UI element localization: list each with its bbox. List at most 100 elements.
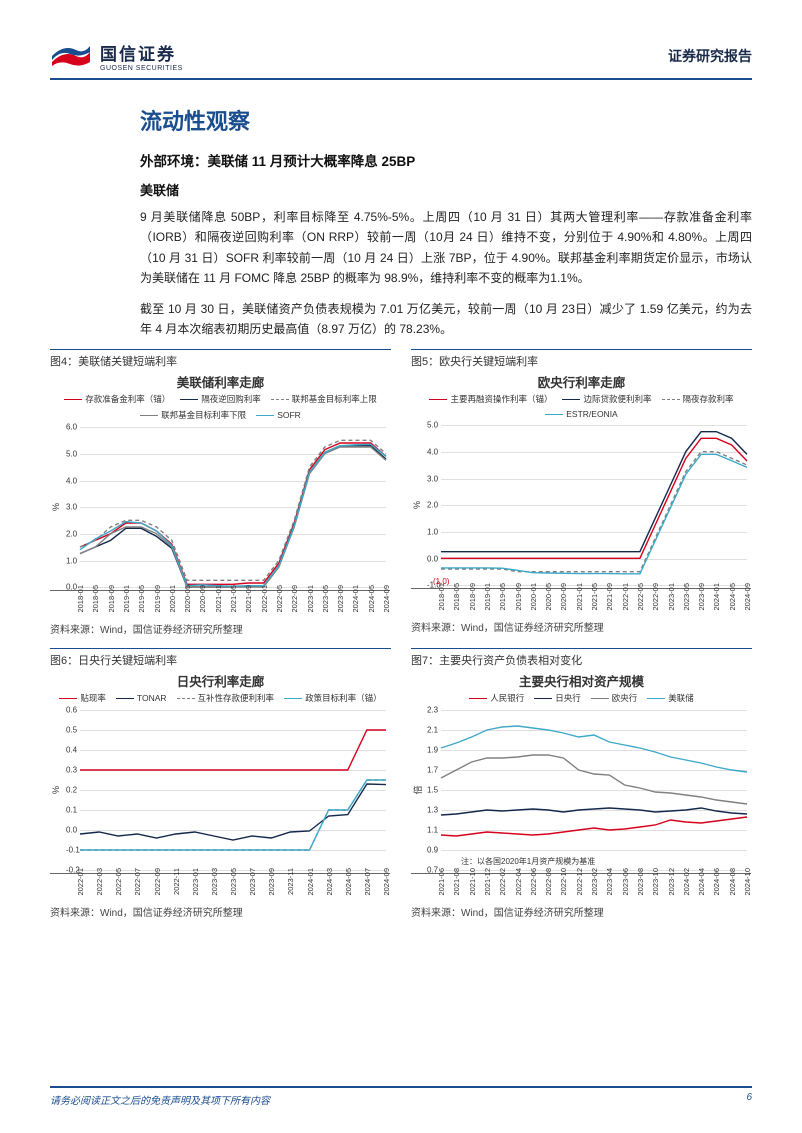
- x-tick: 2020-09: [559, 583, 568, 611]
- legend-item: ESTR/EONIA: [545, 409, 617, 419]
- x-tick: 2022-10: [559, 868, 568, 896]
- x-tick: 2022-09: [290, 585, 299, 613]
- x-tick: 2022-05: [636, 583, 645, 611]
- chart-plot: 倍0.70.91.11.31.51.71.92.12.32021-062021-…: [411, 706, 751, 874]
- x-tick: 2020-05: [544, 583, 553, 611]
- legend-item: 人民银行: [469, 692, 524, 704]
- legend-item: 隔夜逆回购利率: [180, 393, 261, 405]
- x-tick: 2023-09: [697, 583, 706, 611]
- x-tick: 2022-09: [651, 583, 660, 611]
- logo-name-cn: 国信证券: [100, 40, 183, 65]
- chart-6: 图6：日央行关键短端利率日央行利率走廊贴现率TONAR互补性存款便利利率政策目标…: [50, 648, 391, 925]
- x-tick: 2024-05: [344, 868, 353, 896]
- x-tick: 2023-05: [682, 583, 691, 611]
- x-tick: 2023-07: [248, 868, 257, 896]
- chart-legend: 主要再融资操作利率（锚）边际贷款便利利率隔夜存款利率ESTR/EONIA: [411, 393, 752, 419]
- main-title: 流动性观察: [140, 104, 752, 136]
- x-tick: 2024-09: [382, 585, 391, 613]
- chart-caption: 图6：日央行关键短端利率: [50, 648, 391, 668]
- x-tick: 2024-05: [728, 583, 737, 611]
- x-tick: 2022-11: [172, 868, 181, 895]
- x-tick: 2024-08: [728, 868, 737, 896]
- x-tick: 2022-01: [621, 583, 630, 611]
- x-tick: 2023-09: [336, 585, 345, 613]
- x-tick: 2022-02: [498, 868, 507, 896]
- x-tick: 2024-09: [382, 868, 391, 896]
- chart-source: 资料来源：Wind，国信证券经济研究所整理: [411, 904, 752, 919]
- x-tick: 2023-11: [286, 868, 295, 895]
- legend-item: TONAR: [116, 692, 167, 704]
- chart-caption: 图4：美联储关键短端利率: [50, 349, 391, 369]
- x-tick: 2019-01: [122, 585, 131, 613]
- x-tick: 2024-05: [367, 585, 376, 613]
- x-tick: 2023-09: [267, 868, 276, 896]
- legend-item: 隔夜存款利率: [662, 393, 734, 405]
- chart-plot: %0.01.02.03.04.05.06.02018-012018-052018…: [50, 423, 390, 591]
- footer-page-number: 6: [746, 1092, 752, 1107]
- x-tick: 2021-08: [452, 868, 461, 896]
- x-tick: 2022-01: [260, 585, 269, 613]
- report-type: 证券研究报告: [668, 46, 752, 66]
- chart-title: 主要央行相对资产规模: [411, 671, 752, 690]
- x-tick: 2022-03: [95, 868, 104, 896]
- x-tick: 2024-10: [743, 868, 752, 896]
- x-tick: 2021-09: [244, 585, 253, 613]
- x-tick: 2018-01: [437, 583, 446, 611]
- chart-legend: 贴现率TONAR互补性存款便利利率政策目标利率（锚）: [50, 692, 391, 704]
- footer-disclaimer: 请务必阅读正文之后的免责声明及其项下所有内容: [50, 1092, 270, 1107]
- x-tick: 2023-01: [306, 585, 315, 613]
- x-tick: 2021-06: [437, 868, 446, 896]
- section-title: 外部环境：美联储 11 月预计大概率降息 25BP: [140, 150, 752, 170]
- x-tick: 2021-01: [575, 583, 584, 611]
- x-tick: 2019-05: [137, 585, 146, 613]
- x-tick: 2024-09: [743, 583, 752, 611]
- chart-7: 图7：主要央行资产负债表相对变化主要央行相对资产规模人民银行日央行欧央行美联储倍…: [411, 648, 752, 925]
- x-tick: 2024-01: [712, 583, 721, 611]
- chart-annotation: (1.0): [433, 577, 449, 586]
- x-tick: 2022-05: [275, 585, 284, 613]
- chart-title: 日央行利率走廊: [50, 671, 391, 690]
- x-tick: 2024-04: [697, 868, 706, 896]
- chart-legend: 人民银行日央行欧央行美联储: [411, 692, 752, 704]
- x-tick: 2024-07: [363, 868, 372, 896]
- logo-icon: [50, 42, 92, 70]
- legend-item: 政策目标利率（锚）: [284, 692, 382, 704]
- x-tick: 2019-09: [153, 585, 162, 613]
- x-tick: 2024-03: [325, 868, 334, 896]
- page-footer: 请务必阅读正文之后的免责声明及其项下所有内容 6: [50, 1086, 752, 1107]
- x-tick: 2024-06: [712, 868, 721, 896]
- legend-item: 存款准备金利率（锚）: [64, 393, 170, 405]
- x-tick: 2024-01: [306, 868, 315, 896]
- chart-plot: %-0.2-0.10.00.10.20.30.40.50.62022-01202…: [50, 706, 390, 874]
- logo-name-en: GUOSEN SECURITIES: [100, 65, 183, 72]
- chart-caption: 图5：欧央行关键短端利率: [411, 349, 752, 369]
- x-tick: 2023-01: [667, 583, 676, 611]
- x-tick: 2023-08: [636, 868, 645, 896]
- x-tick: 2023-05: [229, 868, 238, 896]
- chart-source: 资料来源：Wind，国信证券经济研究所整理: [50, 904, 391, 919]
- chart-plot: %-1.00.01.02.03.04.05.02018-012018-05201…: [411, 421, 751, 589]
- x-tick: 2018-09: [107, 585, 116, 613]
- x-tick: 2018-05: [91, 585, 100, 613]
- x-tick: 2020-09: [198, 585, 207, 613]
- x-tick: 2023-06: [621, 868, 630, 896]
- x-tick: 2024-01: [351, 585, 360, 613]
- x-tick: 2022-05: [114, 868, 123, 896]
- chart-legend: 存款准备金利率（锚）隔夜逆回购利率联邦基金目标利率上限联邦基金目标利率下限SOF…: [50, 393, 391, 421]
- x-tick: 2020-01: [529, 583, 538, 611]
- x-tick: 2023-05: [321, 585, 330, 613]
- chart-5: 图5：欧央行关键短端利率欧央行利率走廊主要再融资操作利率（锚）边际贷款便利利率隔…: [411, 349, 752, 642]
- x-tick: 2021-05: [590, 583, 599, 611]
- x-tick: 2024-02: [682, 868, 691, 896]
- chart-source: 资料来源：Wind，国信证券经济研究所整理: [50, 621, 391, 636]
- x-tick: 2021-01: [214, 585, 223, 613]
- chart-title: 美联储利率走廊: [50, 372, 391, 391]
- legend-item: 日央行: [534, 692, 581, 704]
- x-tick: 2022-12: [575, 868, 584, 896]
- x-tick: 2023-10: [651, 868, 660, 896]
- x-tick: 2023-03: [210, 868, 219, 896]
- legend-item: 欧央行: [591, 692, 638, 704]
- legend-item: 互补性存款便利利率: [177, 692, 275, 704]
- x-tick: 2018-05: [452, 583, 461, 611]
- x-tick: 2020-01: [168, 585, 177, 613]
